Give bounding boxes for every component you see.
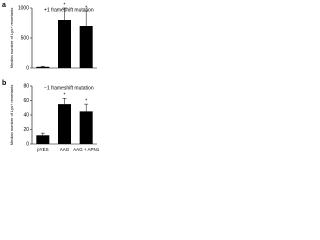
- x-tick-label: AAG: [60, 147, 70, 152]
- y-tick-label: 0: [26, 141, 29, 147]
- panel-label: b: [2, 80, 6, 87]
- y-tick-label: 60: [23, 98, 29, 104]
- panel-label: a: [2, 2, 6, 9]
- annotation: *: [85, 5, 87, 11]
- y-axis-label: Median number of Lys+ revertants: [9, 8, 14, 69]
- annotation: *: [85, 98, 87, 104]
- bar: [58, 20, 71, 68]
- x-tick-label: pYES: [37, 147, 49, 152]
- subtitle: +1 frameshift mutation: [44, 7, 94, 13]
- bar: [79, 111, 93, 144]
- y-axis-label: Median number of Lys+ revertants: [9, 85, 14, 146]
- x-tick-label: AAG + APN1: [73, 147, 100, 152]
- bar: [79, 26, 93, 68]
- y-tick-label: 20: [23, 127, 29, 133]
- y-tick-label: 500: [21, 35, 30, 41]
- bar: [58, 104, 71, 144]
- y-tick-label: 80: [23, 83, 29, 89]
- bar: [36, 135, 50, 144]
- chart: a +1 frameshift mutation Median number of …: [2, 2, 100, 152]
- subtitle: −1 frameshift mutation: [44, 85, 94, 91]
- y-tick-label: 1000: [18, 5, 29, 11]
- y-tick-label: 0: [26, 65, 29, 71]
- bar: [36, 66, 50, 68]
- y-tick-label: 40: [23, 112, 29, 118]
- annotation: *: [64, 2, 66, 8]
- annotation: *: [64, 93, 66, 99]
